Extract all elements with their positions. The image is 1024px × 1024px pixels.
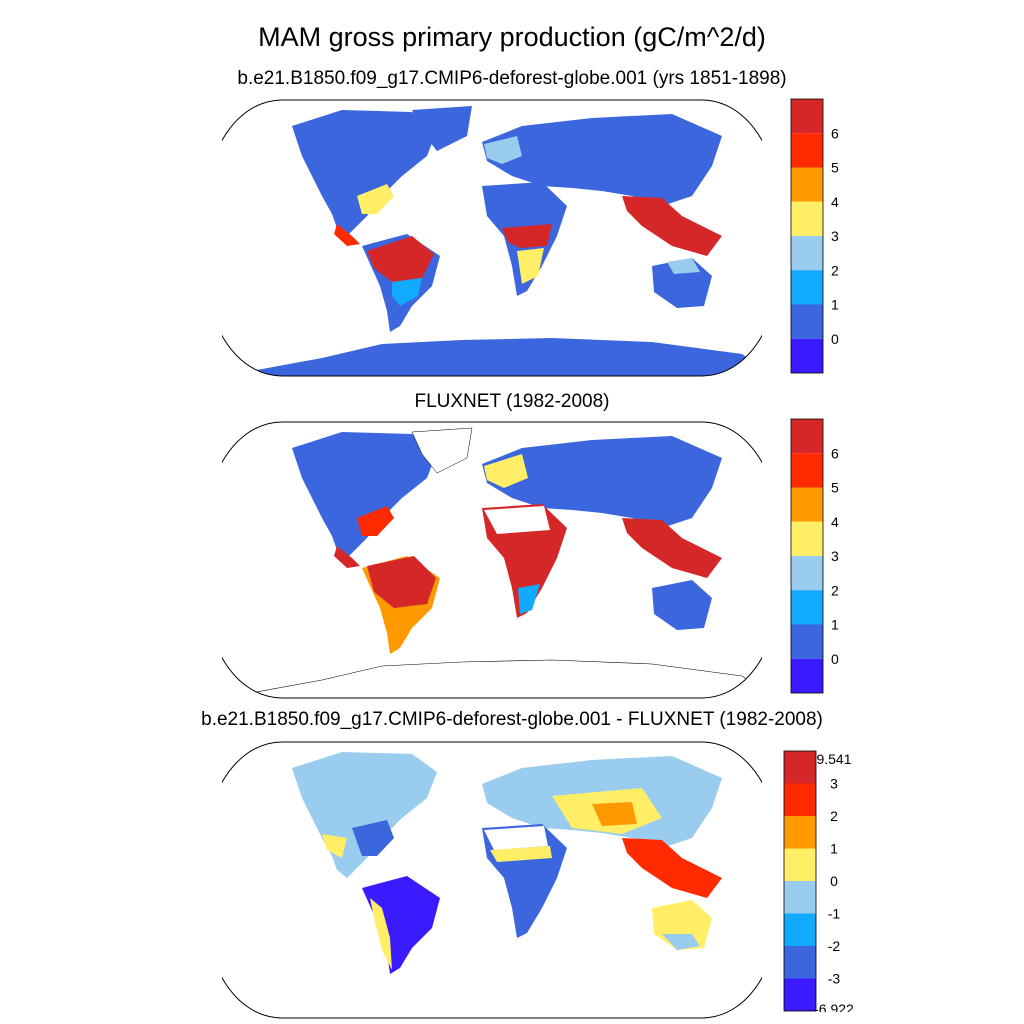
colorbar-segment	[791, 556, 823, 591]
colorbar-segment	[784, 751, 816, 784]
colorbar-segment	[784, 913, 816, 946]
colorbar-tick-label: 5	[831, 480, 839, 496]
colorbar-tick-label: -2	[828, 938, 841, 954]
colorbar-tick-label: 6	[831, 125, 839, 141]
colorbar-frame	[790, 418, 824, 694]
colorbar-tick-label: 2	[831, 262, 839, 278]
region-europe	[484, 454, 528, 488]
colorbar-segment	[784, 848, 816, 881]
figure-title: MAM gross primary production (gC/m^2/d)	[258, 22, 766, 52]
colorbar-tick-label: 2	[830, 808, 838, 824]
colorbar-tick-label: 0	[831, 651, 839, 667]
colorbar-segment	[791, 590, 823, 625]
colorbar-segment	[784, 978, 816, 1011]
colorbar-segment	[791, 270, 823, 305]
colorbar-segment	[791, 167, 823, 202]
colorbar-tick-label: 3	[831, 548, 839, 564]
colorbar-segment	[784, 946, 816, 979]
colorbar-fluxnet: 6 5 4 3 2 1 0	[790, 418, 839, 694]
land-north-america	[292, 110, 437, 236]
colorbar-tick-label: 1	[830, 841, 838, 857]
region-australia-south	[662, 934, 700, 950]
colorbar-segment	[791, 453, 823, 488]
colorbar-tick-label: 0	[830, 873, 838, 889]
colorbar-segment	[791, 304, 823, 339]
colorbar-segment	[791, 236, 823, 271]
land-north-america	[292, 432, 437, 558]
colorbar-tick-label: 1	[831, 297, 839, 313]
colorbar-tick-label: 3	[831, 228, 839, 244]
land-antarctica	[222, 338, 762, 376]
region-na-southwest	[322, 834, 347, 858]
panel-title-model: b.e21.B1850.f09_g17.CMIP6-deforest-globe…	[237, 68, 787, 89]
region-sa-andes	[370, 898, 392, 970]
region-central-america	[334, 224, 360, 246]
colorbar-segment	[791, 521, 823, 556]
region-na-east	[357, 506, 394, 536]
colorbar-tick-label: -3	[828, 971, 841, 987]
map-panel-fluxnet	[222, 421, 762, 699]
region-southern-africa	[518, 584, 540, 614]
colorbar-segment	[791, 201, 823, 236]
map-panel-difference	[222, 741, 762, 1019]
map-panel-model	[222, 99, 762, 377]
colorbar-segment	[791, 338, 823, 373]
colorbar-segment	[791, 487, 823, 522]
region-sahara	[484, 506, 550, 534]
colorbar-tick-label: 5	[831, 160, 839, 176]
map-frame	[222, 421, 762, 699]
region-sahel	[490, 846, 552, 862]
colorbar-segment	[784, 783, 816, 816]
colorbar-tick-label: 4	[831, 194, 839, 210]
region-asia-hot	[592, 802, 637, 826]
region-na-east	[357, 184, 394, 214]
colorbar-segment	[791, 99, 823, 134]
colorbar-segment	[791, 133, 823, 168]
region-na-east	[352, 820, 394, 856]
colorbar-tick-label: 2	[831, 582, 839, 598]
colorbar-tick-label: -1	[828, 906, 841, 922]
region-se-asia	[622, 196, 722, 256]
region-amazon	[367, 556, 436, 608]
colorbar-model: 6 5 4 3 2 1 0	[790, 98, 839, 374]
map-frame	[222, 741, 762, 1019]
colorbar-tick-label: 0	[831, 331, 839, 347]
colorbar-tick-label: 9.541	[816, 751, 851, 767]
region-europe	[484, 136, 522, 164]
region-central-america	[334, 546, 360, 568]
colorbar-segment	[791, 419, 823, 454]
colorbar-difference: 9.541 3 2 1 0 -1 -2 -3 -6.922	[783, 750, 854, 1012]
colorbar-segment	[784, 881, 816, 914]
region-central-africa	[502, 224, 552, 248]
region-sahara	[484, 826, 548, 850]
colorbar-tick-label: -6.922	[814, 1001, 854, 1012]
colorbar-tick-label: 3	[830, 776, 838, 792]
panel-title-fluxnet: FLUXNET (1982-2008)	[414, 391, 610, 412]
land-north-america	[292, 752, 437, 878]
colorbar-segment	[784, 816, 816, 849]
colorbar-frame	[783, 750, 817, 1012]
land-greenland	[411, 427, 473, 474]
region-brazil-south	[392, 278, 422, 306]
region-australia-north	[667, 258, 700, 274]
land-greenland	[412, 106, 472, 151]
colorbar-tick-label: 4	[831, 514, 839, 530]
land-south-america	[362, 876, 440, 974]
map-frame	[222, 99, 762, 377]
panel-title-difference: b.e21.B1850.f09_g17.CMIP6-deforest-globe…	[201, 709, 823, 730]
colorbar-segment	[791, 624, 823, 659]
colorbar-frame	[790, 98, 824, 374]
region-amazon	[367, 236, 434, 282]
land-antarctica	[222, 659, 762, 698]
colorbar-tick-label: 6	[831, 445, 839, 461]
colorbar-tick-label: 1	[831, 617, 839, 633]
land-australia	[652, 580, 712, 630]
region-se-asia	[622, 838, 722, 898]
region-se-asia	[622, 518, 722, 578]
region-southern-africa	[517, 248, 544, 284]
colorbar-segment	[791, 658, 823, 693]
